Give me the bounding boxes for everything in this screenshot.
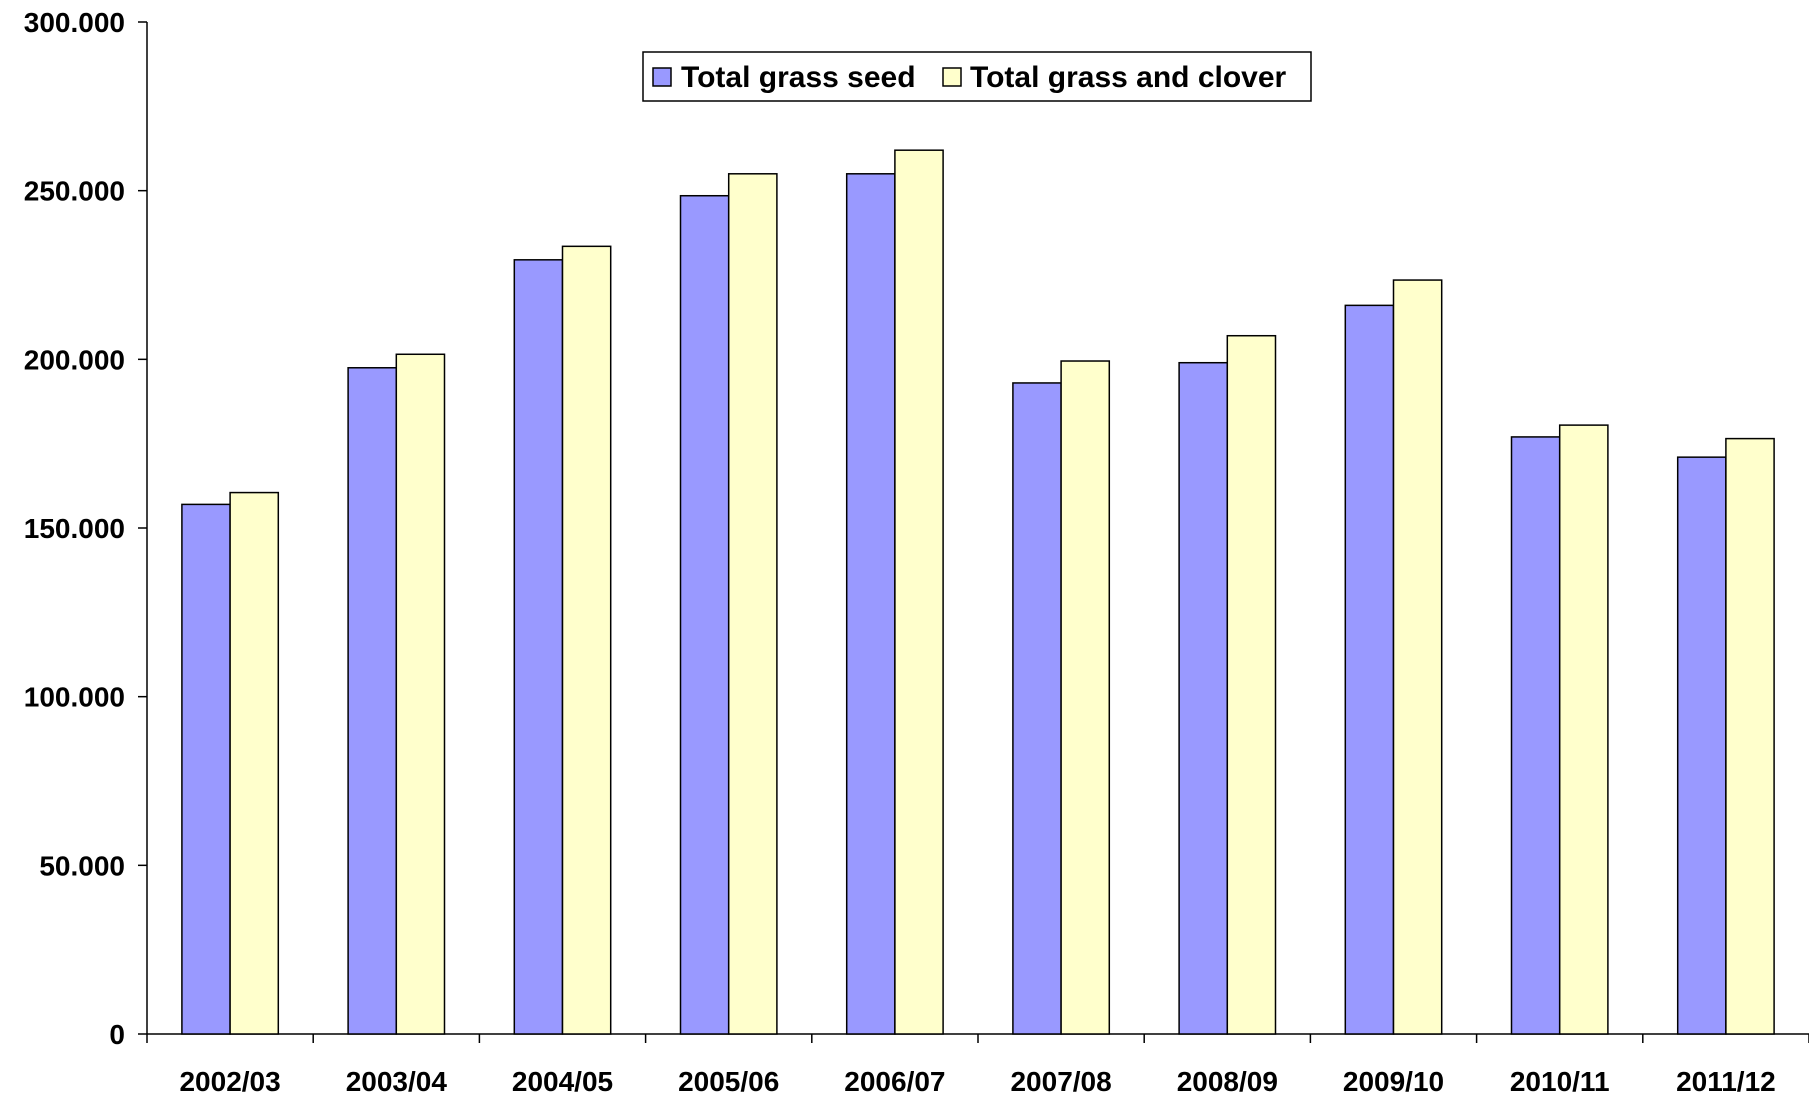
bar-grass-seed: [1510, 436, 1561, 1035]
bar-grass-seed: [1344, 304, 1395, 1035]
x-axis: 2002/03 2003/04 2004/05 2005/06 2006/07 2007/…: [146, 1033, 1809, 1096]
legend: Total grass seed Total grass and clover: [642, 51, 1312, 102]
bar-grass-seed: [347, 367, 398, 1035]
y-tick-label: 300.000: [24, 7, 125, 38]
bar-grass-and-clover: [395, 353, 446, 1035]
bar-grass-seed: [513, 259, 564, 1035]
x-tick-label: 2004/05: [512, 1066, 613, 1096]
bar-grass-and-clover: [1060, 360, 1111, 1035]
bar-grass-and-clover: [1226, 334, 1277, 1035]
y-tick-label: 100.000: [24, 682, 125, 713]
bar-grass-and-clover: [1392, 279, 1443, 1035]
x-tick-label: 2007/08: [1010, 1066, 1111, 1096]
bar-grass-and-clover: [1558, 424, 1609, 1035]
y-tick-label: 250.000: [24, 176, 125, 207]
y-tick-label: 150.000: [24, 513, 125, 544]
x-tick-label: 2009/10: [1343, 1066, 1444, 1096]
bar-grass-and-clover: [727, 173, 778, 1035]
x-tick-label: 2011/12: [1676, 1066, 1776, 1096]
bar-grass-seed: [1676, 456, 1727, 1035]
y-tick-label: 200.000: [24, 344, 125, 375]
legend-swatch: [652, 67, 672, 87]
bar-grass-seed: [181, 503, 231, 1035]
x-tick-label: 2006/07: [844, 1066, 945, 1096]
x-tick-label: 2010/11: [1510, 1066, 1610, 1096]
x-tick-label: 2005/06: [678, 1066, 779, 1096]
bar-grass-and-clover: [561, 245, 612, 1035]
x-tick-label: 2003/04: [346, 1066, 448, 1096]
bar-grass-and-clover: [229, 491, 280, 1035]
y-tick-label: 0: [109, 1019, 125, 1050]
bar-grass-seed: [845, 173, 896, 1035]
bar-grass-seed: [679, 194, 730, 1035]
bar-grass-and-clover: [1725, 437, 1775, 1035]
bar-grass-seed: [1178, 361, 1229, 1035]
bar-series-group: [181, 149, 1775, 1035]
x-tick-label: 2002/03: [179, 1066, 280, 1096]
y-tick-label: 50.000: [39, 850, 125, 881]
bar-grass-seed: [1012, 382, 1062, 1035]
legend-box: [642, 51, 1312, 102]
legend-swatch: [942, 67, 962, 87]
legend-label: Total grass seed: [681, 61, 916, 94]
legend-label: Total grass and clover: [970, 61, 1287, 94]
bar-grass-and-clover: [894, 149, 944, 1035]
y-axis: 0 50.000 100.000 150.000 200.000 250.000 300.0…: [24, 7, 148, 1050]
x-tick-label: 2008/09: [1177, 1066, 1278, 1096]
